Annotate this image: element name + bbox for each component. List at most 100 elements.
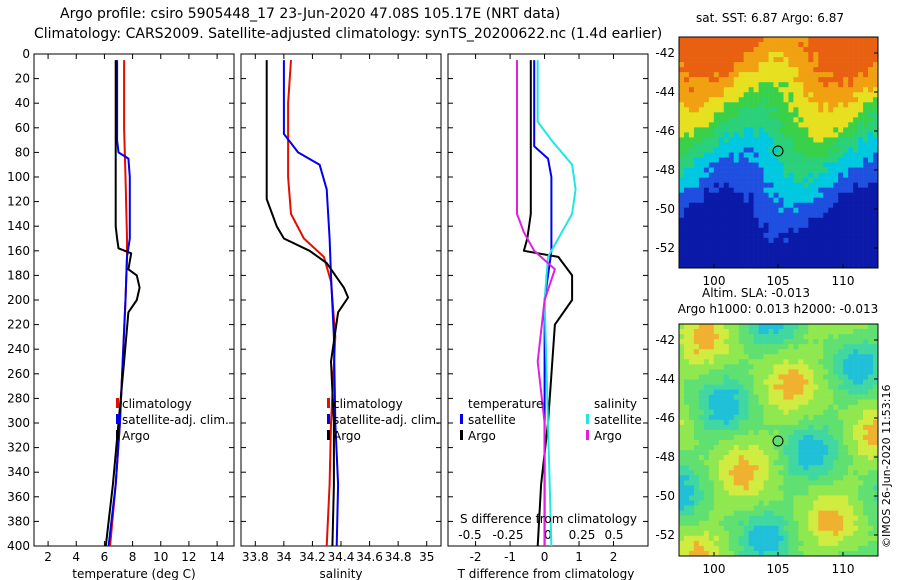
sla-cell xyxy=(873,500,879,506)
sla-cell xyxy=(788,505,794,511)
sla-cell xyxy=(728,460,735,466)
sst-cell xyxy=(843,117,849,123)
sla-cell xyxy=(783,409,789,416)
sst-cell xyxy=(838,197,844,204)
sst-cell xyxy=(873,52,879,58)
sla-cell xyxy=(843,419,849,426)
sla-cell xyxy=(858,414,864,421)
sla-cell xyxy=(703,324,710,330)
sla-cell xyxy=(863,379,869,385)
sst-cell xyxy=(843,247,849,254)
sla-cell xyxy=(843,344,849,350)
sst-cell xyxy=(853,187,859,193)
sla-cell xyxy=(808,434,814,441)
sst-cell xyxy=(823,187,829,193)
sst-cell xyxy=(718,62,725,68)
sst-cell xyxy=(858,227,864,234)
sst-cell xyxy=(793,72,799,78)
sst-cell xyxy=(833,187,839,193)
sst-cell xyxy=(813,252,819,259)
sst-cell xyxy=(679,67,685,73)
sst-cell xyxy=(848,102,854,108)
sst-cell xyxy=(768,147,774,153)
sst-cell xyxy=(853,62,859,68)
sst-cell xyxy=(798,37,804,43)
y-tick-label: 180 xyxy=(7,268,30,282)
sst-cell xyxy=(838,257,844,264)
sla-cell xyxy=(723,440,730,446)
sla-cell xyxy=(723,404,730,411)
sst-cell xyxy=(803,262,809,269)
sst-cell xyxy=(718,127,725,133)
sla-cell xyxy=(823,434,829,441)
sst-cell xyxy=(733,247,739,254)
sst-cell xyxy=(723,222,730,229)
sla-cell xyxy=(713,440,720,446)
sst-cell xyxy=(833,147,839,153)
sla-cell xyxy=(738,329,744,335)
sla-cell xyxy=(858,384,864,390)
sla-cell xyxy=(733,364,739,370)
sst-cell xyxy=(768,252,774,259)
sst-cell xyxy=(803,217,809,224)
sst-cell xyxy=(803,42,809,48)
sst-cell xyxy=(679,122,685,128)
sst-cell xyxy=(718,217,725,224)
sla-cell xyxy=(763,495,769,501)
sla-cell xyxy=(853,399,859,405)
sst-cell xyxy=(708,207,715,214)
sst-cell xyxy=(808,67,814,73)
sla-cell xyxy=(693,349,700,355)
sst-cell xyxy=(873,192,879,198)
sla-cell xyxy=(713,374,720,380)
sla-cell xyxy=(718,359,725,365)
sla-cell xyxy=(738,470,744,476)
sla-cell xyxy=(748,374,754,380)
sla-cell xyxy=(718,535,725,542)
sst-cell xyxy=(853,77,859,83)
sla-cell xyxy=(703,455,710,461)
sla-cell xyxy=(733,434,739,441)
sla-cell xyxy=(873,334,879,340)
sla-cell xyxy=(783,550,789,557)
sla-cell xyxy=(748,359,754,365)
sla-cell xyxy=(833,500,839,506)
sla-cell xyxy=(833,545,839,552)
sst-cell xyxy=(683,47,690,53)
sla-cell xyxy=(873,485,879,491)
sla-cell xyxy=(698,525,705,532)
sla-cell xyxy=(873,460,879,466)
sla-cell xyxy=(713,510,720,516)
sst-cell xyxy=(813,127,819,133)
sst-cell xyxy=(858,192,864,198)
sst-cell xyxy=(708,222,715,229)
sla-cell xyxy=(813,525,819,532)
sst-cell xyxy=(848,37,854,43)
sst-cell xyxy=(713,52,720,58)
sst-cell xyxy=(688,247,695,254)
sla-cell xyxy=(683,384,690,390)
sst-cell xyxy=(813,97,819,103)
sla-cell xyxy=(803,394,809,400)
sst-cell xyxy=(688,222,695,229)
sst-cell xyxy=(818,132,824,138)
sst-cell xyxy=(688,202,695,209)
sst-cell xyxy=(868,177,874,183)
sla-cell xyxy=(743,515,749,521)
sst-cell xyxy=(778,127,784,133)
sst-cell xyxy=(808,107,814,113)
sst-cell xyxy=(773,122,779,128)
sla-cell xyxy=(783,429,789,436)
sst-cell xyxy=(708,122,715,128)
sla-cell xyxy=(718,500,725,506)
sst-cell xyxy=(708,232,715,239)
sla-cell xyxy=(843,545,849,552)
sst-cell xyxy=(853,42,859,48)
sla-cell xyxy=(718,480,725,486)
sst-cell xyxy=(723,37,730,43)
sla-cell xyxy=(708,530,715,537)
sst-cell xyxy=(863,112,869,118)
sst-cell xyxy=(858,197,864,204)
sst-cell xyxy=(833,142,839,148)
sla-cell xyxy=(683,540,690,547)
